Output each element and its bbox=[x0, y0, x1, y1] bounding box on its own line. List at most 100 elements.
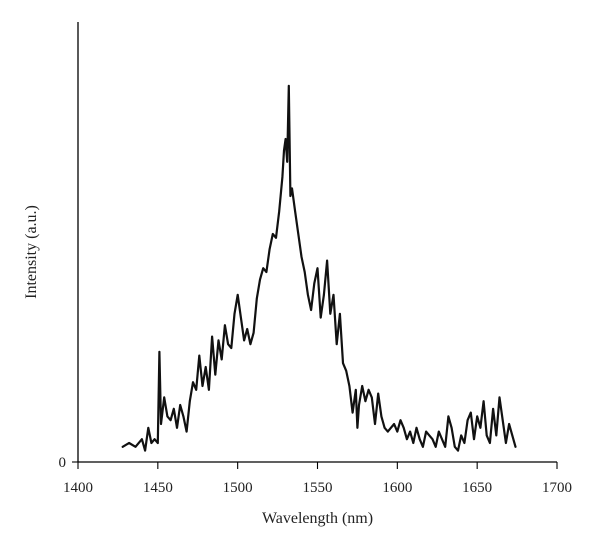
data-point bbox=[211, 335, 213, 338]
data-point bbox=[438, 430, 440, 433]
y-axis-ticks: 0 bbox=[59, 455, 78, 471]
data-point bbox=[195, 389, 197, 391]
data-point bbox=[316, 267, 319, 270]
data-point bbox=[189, 400, 191, 403]
data-point bbox=[495, 434, 498, 437]
data-point bbox=[150, 442, 153, 444]
data-point bbox=[220, 358, 223, 361]
data-point bbox=[418, 438, 421, 441]
data-point bbox=[307, 294, 309, 296]
data-point bbox=[511, 434, 514, 437]
x-tick-label: 1650 bbox=[462, 480, 492, 496]
data-point bbox=[358, 404, 360, 406]
data-point bbox=[498, 396, 501, 399]
data-point bbox=[412, 442, 415, 444]
data-point bbox=[319, 316, 322, 319]
data-point bbox=[265, 271, 268, 273]
data-point bbox=[286, 161, 289, 163]
data-point bbox=[367, 389, 370, 391]
data-point bbox=[447, 415, 450, 418]
data-point bbox=[501, 419, 504, 422]
data-point bbox=[230, 347, 233, 349]
data-point bbox=[144, 449, 146, 452]
data-point bbox=[377, 392, 380, 395]
data-point bbox=[166, 415, 169, 418]
y-tick-label: 0 bbox=[59, 455, 67, 471]
data-point bbox=[204, 366, 207, 368]
data-point bbox=[402, 427, 405, 429]
data-point bbox=[236, 294, 239, 296]
data-point bbox=[249, 343, 252, 346]
data-point bbox=[470, 411, 472, 414]
data-point bbox=[466, 419, 469, 422]
data-point bbox=[323, 294, 325, 296]
x-tick-label: 1450 bbox=[143, 480, 173, 496]
data-point bbox=[489, 442, 491, 444]
data-point bbox=[457, 449, 459, 452]
data-point bbox=[422, 446, 424, 448]
data-point bbox=[252, 332, 255, 334]
data-point bbox=[272, 233, 274, 235]
data-point bbox=[371, 396, 373, 399]
data-point bbox=[313, 282, 316, 285]
data-point bbox=[508, 423, 510, 425]
data-point bbox=[450, 427, 453, 429]
data-point bbox=[356, 427, 359, 429]
data-point bbox=[294, 210, 296, 212]
data-point bbox=[158, 351, 161, 353]
data-point bbox=[348, 385, 351, 387]
data-point bbox=[326, 259, 328, 262]
data-point bbox=[387, 430, 389, 433]
data-point bbox=[214, 373, 217, 376]
data-point bbox=[289, 195, 292, 197]
data-point bbox=[364, 400, 367, 403]
data-point bbox=[160, 423, 162, 425]
data-point bbox=[454, 446, 456, 448]
data-point bbox=[345, 370, 348, 372]
data-point bbox=[163, 396, 165, 399]
data-point bbox=[275, 237, 277, 239]
data-point bbox=[121, 446, 124, 448]
data-point bbox=[198, 354, 201, 357]
data-point bbox=[399, 419, 402, 422]
data-point bbox=[441, 438, 443, 441]
data-point bbox=[176, 427, 178, 429]
data-point bbox=[361, 385, 364, 387]
data-point bbox=[485, 434, 488, 437]
data-point bbox=[169, 419, 172, 422]
data-point bbox=[255, 297, 258, 300]
data-point bbox=[303, 271, 306, 273]
data-point bbox=[300, 255, 303, 258]
data-point bbox=[240, 316, 242, 319]
data-point bbox=[291, 187, 293, 190]
data-point bbox=[283, 149, 285, 152]
data-point bbox=[434, 446, 437, 448]
data-point bbox=[246, 328, 248, 330]
data-point bbox=[383, 427, 386, 429]
data-point bbox=[390, 427, 392, 429]
data-point bbox=[157, 442, 159, 444]
data-point bbox=[351, 411, 354, 414]
data-point bbox=[310, 309, 312, 311]
data-point bbox=[201, 385, 204, 387]
x-tick-label: 1550 bbox=[303, 480, 333, 496]
data-point bbox=[262, 267, 265, 270]
data-point bbox=[128, 442, 130, 444]
data-point bbox=[278, 210, 281, 212]
data-point bbox=[492, 408, 494, 410]
data-point bbox=[147, 427, 150, 429]
data-point bbox=[428, 434, 431, 437]
x-axis-label: Wavelength (nm) bbox=[262, 510, 373, 527]
data-point bbox=[224, 324, 226, 327]
data-point bbox=[329, 313, 332, 315]
data-point bbox=[339, 313, 341, 315]
data-point bbox=[227, 343, 229, 346]
data-point bbox=[393, 423, 395, 425]
data-point bbox=[173, 408, 175, 410]
data-point bbox=[374, 423, 376, 425]
data-point bbox=[479, 427, 482, 429]
plot-area bbox=[121, 84, 517, 452]
data-point bbox=[192, 381, 194, 384]
data-point bbox=[297, 233, 300, 235]
